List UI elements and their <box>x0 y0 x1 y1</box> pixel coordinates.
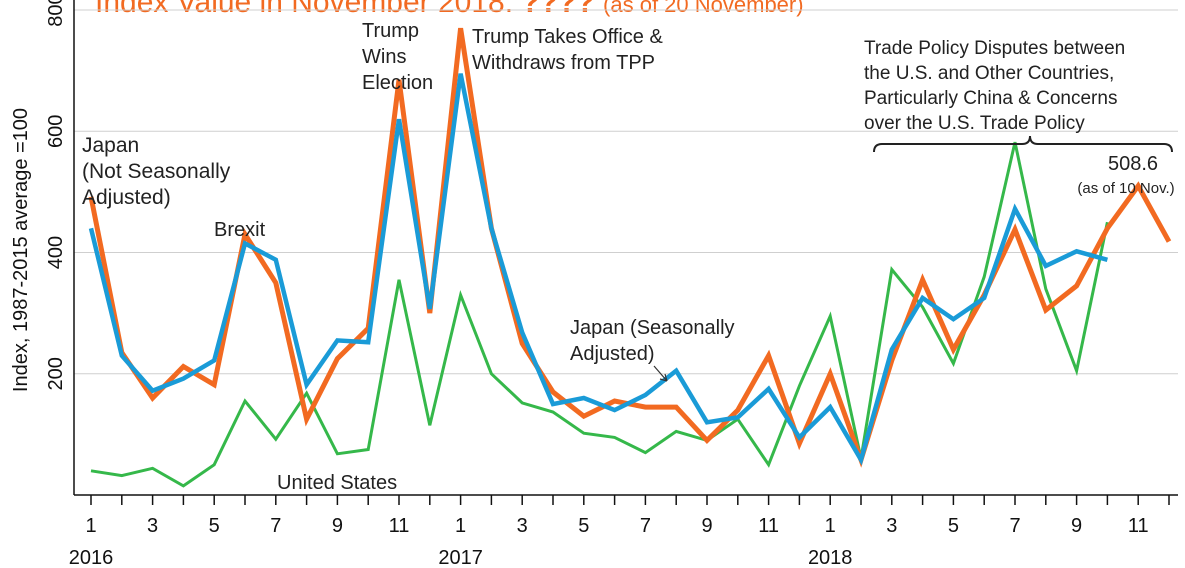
y-tick-label-group: 200 <box>45 357 67 390</box>
annotation-trump-office-line: Withdraws from TPP <box>472 52 655 74</box>
annotation-japan-nsa-line: Japan <box>82 134 139 157</box>
annotations: Japan (Not Seasonally Adjusted) Brexit Trump… <box>82 20 1175 494</box>
x-tick-label: 1 <box>85 515 96 537</box>
y-tick-label: 400 <box>45 236 67 269</box>
annotation-trump-wins-line: Wins <box>362 46 406 68</box>
annotation-trade-policy-line: over the U.S. Trade Policy <box>864 113 1085 134</box>
annotation-trump-wins: Trump Wins Election <box>362 20 433 94</box>
annotation-japan-sa: Japan (Seasonally Adjusted) <box>570 317 735 365</box>
y-tick-label: 200 <box>45 357 67 390</box>
annotation-asof: (as of 10 Nov.) <box>1077 180 1174 197</box>
annotation-trump-office: Trump Takes Office & Withdraws from TPP <box>472 26 663 74</box>
annotation-trump-office-line: Trump Takes Office & <box>472 26 663 48</box>
y-axis-title-group: Index, 1987-2015 average =100 <box>10 108 32 392</box>
y-tick-label: 800 <box>45 0 67 27</box>
series-line-japan-seasonally-adjusted <box>88 73 1108 466</box>
y-axis-title: Index, 1987-2015 average =100 <box>10 108 32 392</box>
annotation-trump-wins-line: Trump <box>362 20 419 42</box>
x-tick-label: 3 <box>147 515 158 537</box>
x-tick-label: 5 <box>209 515 220 537</box>
trade-policy-brace <box>873 135 1173 153</box>
x-tick-label: 5 <box>948 515 959 537</box>
x-year-label: 2017 <box>438 547 483 568</box>
chart-title: Index Value in November 2018: ???? (as o… <box>95 0 804 22</box>
x-tick-label: 7 <box>640 515 651 537</box>
x-tick-label: 9 <box>332 515 343 537</box>
x-year-label: 2016 <box>69 547 114 568</box>
annotation-arrow <box>653 365 668 382</box>
x-tick-label: 7 <box>270 515 281 537</box>
x-tick-label: 3 <box>886 515 897 537</box>
annotation-japan-nsa-line: (Not Seasonally <box>82 160 231 183</box>
x-year-label: 2018 <box>808 547 853 568</box>
y-tick-label-group: 600 <box>45 115 67 148</box>
x-tick-label: 1 <box>825 515 836 537</box>
x-tick-label: 1 <box>455 515 466 537</box>
y-tick-label: 600 <box>45 115 67 148</box>
x-tick-label: 11 <box>389 515 410 537</box>
series-group <box>88 27 1172 488</box>
x-tick-label: 3 <box>517 515 528 537</box>
annotation-us-line: United States <box>277 472 397 494</box>
title-main: Index Value in November 2018: <box>95 0 514 19</box>
series-line-united-states <box>90 141 1109 488</box>
title-note: (as of 20 November) <box>603 0 804 17</box>
annotation-japan-nsa-line: Adjusted) <box>82 186 171 209</box>
annotation-trade-policy-line: the U.S. and Other Countries, <box>864 63 1114 84</box>
x-tick-label: 11 <box>1128 515 1149 537</box>
x-tick-label: 9 <box>1071 515 1082 537</box>
y-tick-label-group: 400 <box>45 236 67 269</box>
annotation-brexit: Brexit <box>214 219 266 241</box>
axes: 200 400 600 800 Index, 1987-2015 average =10… <box>10 0 1178 568</box>
annotation-trade-policy-line: Trade Policy Disputes between <box>864 38 1125 59</box>
annotation-japan-nsa: Japan (Not Seasonally Adjusted) <box>82 134 231 209</box>
title-highlight: ???? <box>521 0 595 19</box>
x-tick-label: 11 <box>758 515 779 537</box>
x-tick-label: 5 <box>578 515 589 537</box>
annotation-asof-line: (as of 10 Nov.) <box>1077 180 1174 197</box>
annotation-japan-sa-line: Adjusted) <box>570 343 655 365</box>
annotation-us: United States <box>277 472 397 494</box>
annotation-trade-policy: Trade Policy Disputes between the U.S. an… <box>864 38 1125 134</box>
x-tick-label: 7 <box>1009 515 1020 537</box>
annotation-trade-policy-line: Particularly China & Concerns <box>864 88 1117 109</box>
annotation-trump-wins-line: Election <box>362 72 433 94</box>
annotation-brexit-line: Brexit <box>214 219 266 241</box>
annotation-arrowhead <box>659 373 668 382</box>
annotation-value: 508.6 <box>1108 153 1158 175</box>
annotation-japan-sa-line: Japan (Seasonally <box>570 317 735 339</box>
y-tick-label-group: 800 <box>45 0 67 27</box>
annotation-value-line: 508.6 <box>1108 153 1158 175</box>
x-tick-label: 9 <box>701 515 712 537</box>
